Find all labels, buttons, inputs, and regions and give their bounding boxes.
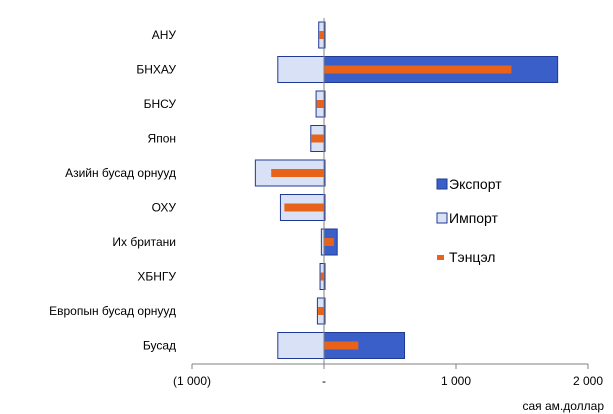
balance-marker <box>319 31 324 39</box>
balance-marker <box>324 65 512 74</box>
category-label: БНСУ <box>144 97 177 111</box>
category-label: АНУ <box>152 28 177 42</box>
legend-label: Импорт <box>449 210 499 226</box>
category-label: ХБНГУ <box>137 270 176 284</box>
category-label: БНХАУ <box>136 63 176 77</box>
category-labels: АНУ БНХАУ БНСУ Япон Азийн бусад орнууд ОХУ Их … <box>49 28 176 353</box>
balance-marker <box>271 169 324 177</box>
balance-marker <box>311 134 324 143</box>
x-tick-label: - <box>322 374 326 388</box>
x-tick-label: (1 000) <box>173 374 211 388</box>
x-tick-label: 2 000 <box>573 374 603 388</box>
balance-marker <box>318 307 324 315</box>
category-label: ОХУ <box>152 201 177 215</box>
category-label: Бусад <box>143 339 176 353</box>
import-bar <box>277 332 325 359</box>
category-label: Япон <box>148 132 176 146</box>
x-axis-ticks: (1 000) - 1 000 2 000 <box>173 364 603 388</box>
balance-marker <box>324 238 334 246</box>
legend-label: Экспорт <box>449 176 502 192</box>
balance-marker <box>324 341 359 350</box>
balance-marker <box>320 272 324 281</box>
balance-marker <box>284 203 324 212</box>
category-label: Азийн бусад орнууд <box>65 166 176 180</box>
legend-label: Тэнцэл <box>449 249 495 265</box>
legend-swatch-balance <box>437 255 444 260</box>
legend-swatch-import <box>436 212 448 224</box>
bars-group <box>254 21 559 359</box>
legend-swatch-export <box>436 178 448 190</box>
balance-marker <box>316 100 324 108</box>
import-bar <box>277 56 325 83</box>
category-label: Их британи <box>112 235 176 249</box>
category-label: Европын бусад орнууд <box>49 304 176 318</box>
x-axis-unit-label: сая ам.доллар <box>522 399 604 413</box>
x-tick-label: 1 000 <box>441 374 471 388</box>
legend: Экспорт Импорт Тэнцэл <box>436 176 502 265</box>
